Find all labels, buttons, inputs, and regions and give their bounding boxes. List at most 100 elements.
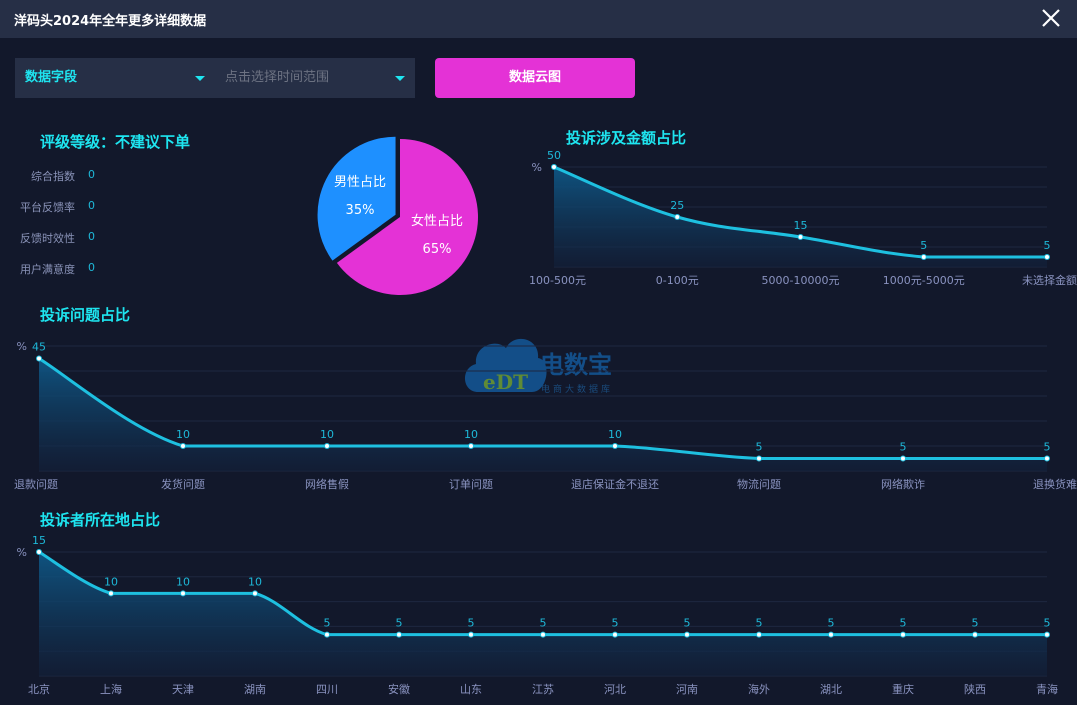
data-point <box>756 455 762 462</box>
data-label: 5 <box>1044 441 1051 454</box>
pie-slice-name: 男性占比 <box>334 175 386 190</box>
svg-text:电商大数据库: 电商大数据库 <box>541 383 613 395</box>
data-point <box>612 443 618 449</box>
data-label: 5 <box>900 441 907 454</box>
x-axis-label: 河南 <box>676 683 698 696</box>
field-select-value: 数据字段 <box>25 70 78 85</box>
close-icon[interactable] <box>1039 6 1063 30</box>
chevron-down-icon <box>395 76 405 81</box>
data-label: 10 <box>176 575 190 588</box>
x-axis-label: 上海 <box>100 682 122 696</box>
data-label: 10 <box>608 428 622 441</box>
x-axis-label: 网络欺诈 <box>881 477 925 491</box>
svg-text:电数宝: 电数宝 <box>540 351 612 379</box>
pie-slice-name: 女性占比 <box>411 213 463 229</box>
x-axis-label: 山东 <box>460 683 482 696</box>
pie-slice-percent: 35% <box>346 203 375 218</box>
x-axis-label: 陕西 <box>964 682 986 696</box>
time-range-select[interactable]: 点击选择时间范围 <box>225 58 410 98</box>
data-label: 50 <box>547 149 561 162</box>
area-fill <box>554 167 1047 267</box>
data-point <box>180 443 186 449</box>
data-label: 5 <box>900 617 907 630</box>
data-point <box>972 631 978 638</box>
y-axis-unit: % <box>17 546 27 559</box>
dialog-title: 洋码头2024年全年更多详细数据 <box>14 14 207 29</box>
filter-bar: 数据字段 点击选择时间范围 <box>15 58 415 98</box>
x-axis-label: 海外 <box>748 682 770 696</box>
rating-title: 评级等级：不建议下单 <box>40 133 191 151</box>
x-axis-label: 未选择金额 <box>1022 273 1077 287</box>
location-chart-title: 投诉者所在地占比 <box>40 511 161 529</box>
pie-slice-female <box>336 139 478 295</box>
data-label: 5 <box>540 617 547 630</box>
data-point <box>920 254 927 260</box>
metric-value: 0 <box>88 168 95 181</box>
data-label: 5 <box>1044 239 1051 252</box>
data-label: 5 <box>1044 617 1051 630</box>
problem-chart-title: 投诉问题占比 <box>40 306 131 324</box>
data-label: 5 <box>468 617 475 630</box>
data-point <box>797 234 804 240</box>
field-select[interactable]: 数据字段 <box>25 58 215 98</box>
watermark-logo: eDT 电数宝 电商大数据库 <box>464 338 613 395</box>
x-axis-label: 退店保证金不退还 <box>571 477 659 491</box>
x-axis-label: 100-500元 <box>529 274 586 287</box>
svg-text:eDT: eDT <box>483 370 528 394</box>
data-point <box>828 631 834 638</box>
data-label: 5 <box>324 617 331 630</box>
data-point <box>108 590 114 597</box>
data-label: 10 <box>176 428 190 441</box>
data-point <box>180 590 186 597</box>
x-axis-label: 北京 <box>28 682 50 696</box>
x-axis-label: 发货问题 <box>161 477 205 491</box>
data-point <box>468 443 474 449</box>
data-point <box>396 631 402 638</box>
time-range-placeholder: 点击选择时间范围 <box>225 70 330 85</box>
data-label: 5 <box>972 617 979 630</box>
x-axis-label: 安徽 <box>388 682 410 696</box>
data-cloud-button[interactable]: 数据云图 <box>435 58 635 98</box>
data-point <box>540 631 546 638</box>
x-axis-label: 0-100元 <box>656 274 699 287</box>
location-line-chart: % 15 北京 10 上海 10 天津 10 湖南 5 四川 5 安徽 5 山东 5 江苏 5 河北 5 河南 5 海外 5 湖… <box>17 534 1058 696</box>
x-axis-label: 湖北 <box>820 683 842 696</box>
dialog-header: 洋码头2024年全年更多详细数据 <box>0 0 1077 38</box>
data-point <box>324 443 330 449</box>
data-label: 5 <box>828 617 835 630</box>
amount-chart-title: 投诉涉及金额占比 <box>566 129 687 147</box>
metric-label: 综合指数 <box>31 170 75 183</box>
data-label: 15 <box>32 534 46 547</box>
x-axis-label: 青海 <box>1036 682 1058 696</box>
data-label: 45 <box>32 341 46 354</box>
problem-line-chart: % 45 退款问题 10 发货问题 10 网络售假 10 订单问题 10 退店保证金不退还 5 物流问题… <box>14 340 1077 491</box>
x-axis-label: 四川 <box>316 683 338 696</box>
data-point <box>551 164 557 170</box>
data-point <box>1044 455 1050 462</box>
data-label: 5 <box>756 617 763 630</box>
metric-label: 平台反馈率 <box>20 201 75 214</box>
x-axis-label: 江苏 <box>532 683 554 696</box>
data-label: 5 <box>612 617 619 630</box>
x-axis-label: 5000-10000元 <box>762 274 840 287</box>
y-axis-unit: % <box>532 161 542 174</box>
pie-slice-male <box>317 136 396 261</box>
data-point <box>36 355 42 362</box>
data-point <box>756 631 762 638</box>
x-axis-label: 重庆 <box>892 682 914 696</box>
data-label: 10 <box>248 575 262 588</box>
data-label: 5 <box>684 617 691 630</box>
data-label: 10 <box>320 428 334 441</box>
x-axis-label: 1000元-5000元 <box>883 274 965 287</box>
data-point <box>674 214 681 220</box>
data-label: 5 <box>396 617 403 630</box>
data-label: 5 <box>920 239 927 252</box>
metric-value: 0 <box>88 230 95 243</box>
data-point <box>612 631 618 638</box>
data-point <box>684 631 690 638</box>
x-axis-label: 物流问题 <box>737 477 781 491</box>
area-fill <box>39 552 1047 676</box>
x-axis-label: 网络售假 <box>305 477 349 491</box>
data-point <box>468 631 474 638</box>
